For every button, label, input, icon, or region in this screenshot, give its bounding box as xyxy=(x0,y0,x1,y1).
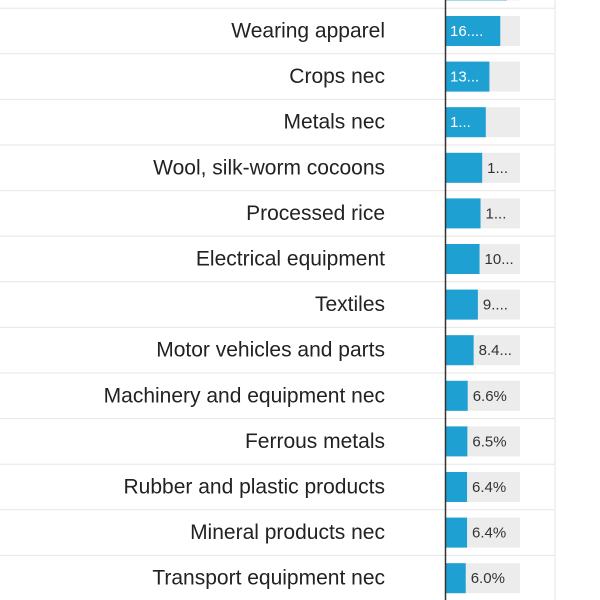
category-label: Crops nec xyxy=(289,65,385,88)
bar xyxy=(446,198,481,229)
value-label: 6.5% xyxy=(472,433,506,450)
category-label: Electrical equipment xyxy=(196,248,385,271)
category-label: Wearing apparel xyxy=(231,20,385,43)
category-label: Transport equipment nec xyxy=(152,567,385,590)
value-label: 1... xyxy=(487,160,508,177)
bar xyxy=(446,61,490,92)
bar xyxy=(446,335,474,366)
category-label: Metals nec xyxy=(283,111,385,134)
category-label: Mineral products nec xyxy=(190,521,385,544)
bar xyxy=(446,380,468,411)
bar xyxy=(446,426,468,457)
bar xyxy=(446,472,468,502)
category-label: Textiles xyxy=(315,293,385,316)
category-label: Wool, silk-worm cocoons xyxy=(153,156,385,179)
category-label: Rubber and plastic products xyxy=(124,476,386,499)
bar xyxy=(446,152,483,183)
category-label: Motor vehicles and parts xyxy=(156,339,385,362)
bar xyxy=(446,244,480,274)
bar xyxy=(446,517,468,548)
value-label: 13... xyxy=(450,69,479,86)
category-label: Ferrous metals xyxy=(245,430,385,453)
value-label: 6.4% xyxy=(472,525,506,542)
value-label: 6.4% xyxy=(472,479,506,496)
bar xyxy=(446,16,501,46)
category-label: Machinery and equipment nec xyxy=(104,384,385,407)
value-label: 1... xyxy=(450,114,471,131)
value-label: 1... xyxy=(486,205,507,222)
value-label: 9.... xyxy=(483,297,508,314)
bar xyxy=(446,563,466,594)
value-label: 6.6% xyxy=(473,388,507,405)
value-label: 8.4... xyxy=(479,342,512,359)
bar xyxy=(446,107,486,138)
value-label: 16.... xyxy=(450,23,483,40)
value-label: 6.0% xyxy=(471,570,505,587)
value-label: 10... xyxy=(485,251,514,268)
bar xyxy=(446,289,478,320)
category-label: Processed rice xyxy=(246,202,385,225)
